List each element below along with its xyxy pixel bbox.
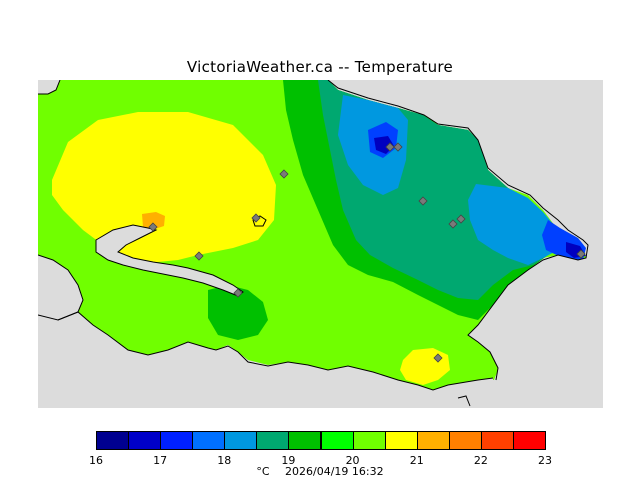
timestamp: 2026/04/19 16:32 (285, 465, 384, 478)
mask-inlet (96, 225, 243, 296)
legend-tick-label: 17 (153, 454, 168, 467)
station-marker (448, 219, 458, 229)
legend-tick-label: 22 (473, 454, 488, 467)
legend-tick-label: 19 (281, 454, 296, 467)
legend-tick-label: 20 (345, 454, 360, 467)
contour-21-22 (52, 112, 276, 265)
legend-swatch (288, 431, 322, 450)
station-marker (418, 196, 428, 206)
legend-swatch (416, 431, 450, 450)
legend-swatch (512, 431, 546, 450)
mask-south (38, 312, 493, 408)
legend-swatch (160, 431, 194, 450)
map-svg (38, 80, 603, 408)
station-marker (576, 249, 586, 259)
station-marker (393, 142, 403, 152)
legend-swatch (224, 431, 258, 450)
station-marker (251, 213, 261, 223)
mask-e (468, 230, 603, 408)
station-marker (433, 353, 443, 363)
station-marker (279, 169, 289, 179)
coastlines (38, 80, 589, 407)
unit-label: °C (256, 465, 270, 478)
legend-swatch (96, 431, 130, 450)
legend-swatch (352, 431, 386, 450)
contour-19-20c (208, 285, 268, 340)
temperature-legend (96, 431, 546, 451)
legend-tick-label: 21 (409, 454, 424, 467)
legend-tick-label: 16 (89, 454, 103, 467)
legend-swatch (128, 431, 162, 450)
footer: °C 2026/04/19 16:32 (0, 465, 640, 478)
station-marker (233, 288, 243, 298)
legend-swatch (256, 431, 290, 450)
legend-swatch (480, 431, 514, 450)
station-marker (385, 142, 395, 152)
mask-ne (328, 80, 603, 245)
legend-swatch (384, 431, 418, 450)
temperature-map[interactable] (38, 80, 603, 408)
station-marker (194, 251, 204, 261)
station-marker (456, 214, 466, 224)
legend-swatch (448, 431, 482, 450)
legend-swatch (320, 431, 354, 450)
legend-swatch (192, 431, 226, 450)
mask-west (38, 255, 83, 320)
station-marker (148, 222, 158, 232)
weather-stations (148, 142, 586, 363)
legend-tick-label: 23 (538, 454, 552, 467)
contour-22-23 (142, 212, 165, 230)
page-title: VictoriaWeather.ca -- Temperature (186, 58, 454, 76)
legend-tick-label: 18 (217, 454, 232, 467)
